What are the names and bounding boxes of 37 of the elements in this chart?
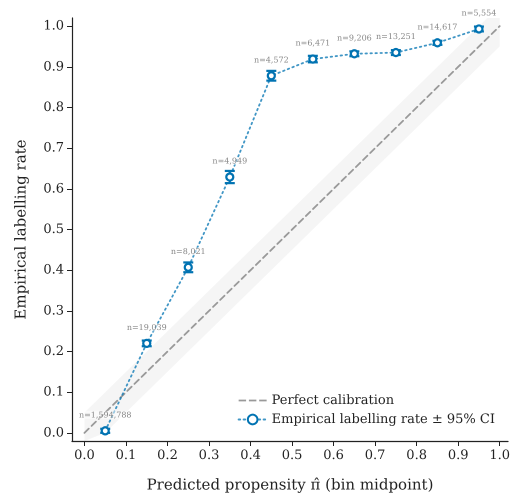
x-tick-label: 0.8 [406, 448, 427, 463]
x-tick-label: 0.5 [282, 448, 302, 463]
x-tick-label: 0.6 [323, 448, 344, 463]
x-tick-label: 1.0 [489, 448, 510, 463]
x-tick-label: 0.0 [74, 448, 95, 463]
annotation: n=19,039 [126, 322, 167, 332]
annotation: n=9,206 [336, 33, 372, 42]
y-tick-label: 0.1 [43, 384, 64, 400]
annotation: n=4,949 [212, 156, 248, 166]
y-tick-label: 0.8 [43, 100, 64, 115]
y-tick-label: 0.6 [43, 181, 64, 196]
x-tick-label: 0.7 [364, 448, 386, 463]
y-tick-label: 0.4 [43, 262, 64, 278]
x-tick-label: 0.2 [157, 448, 178, 463]
y-tick-label: 0.7 [43, 140, 64, 156]
y-axis-title: Empirical labelling rate [12, 139, 30, 320]
annotation: n=4,572 [254, 55, 289, 64]
annotation: n=13,251 [376, 32, 416, 42]
y-tick-label: 0.2 [43, 344, 64, 360]
legend-label: Empirical labelling rate ± 95% CI [272, 412, 496, 427]
x-tick-label: 0.3 [198, 448, 220, 463]
y-tick-label: 0.3 [43, 303, 64, 318]
annotation: n=6,471 [295, 38, 330, 48]
annotation: n=14,617 [417, 22, 458, 32]
y-tick-label: 0.9 [43, 59, 64, 74]
x-tick-label: 0.4 [240, 448, 261, 463]
legend-label: Perfect calibration [272, 393, 395, 408]
annotation: n=1,594,788 [78, 410, 132, 420]
annotation: n=8,021 [170, 246, 206, 256]
x-tick-label: 0.9 [448, 448, 469, 463]
x-axis-title: Predicted propensity π̂ (bin midpoint) [146, 476, 434, 494]
y-tick-label: 0.5 [43, 222, 64, 237]
annotation: n=5,554 [462, 8, 496, 18]
x-tick-label: 0.1 [116, 448, 136, 463]
y-tick-label: 1.0 [43, 18, 64, 34]
y-tick-label: 0.0 [43, 425, 64, 440]
point [225, 172, 234, 182]
